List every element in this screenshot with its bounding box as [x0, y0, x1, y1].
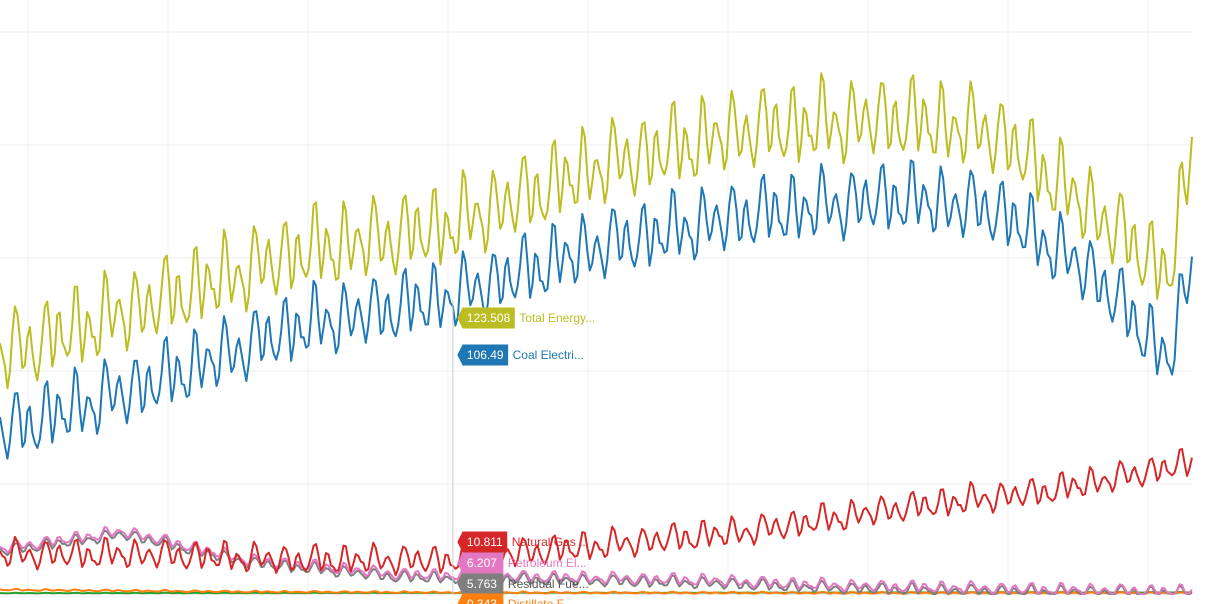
tooltip-value: 123.508 [467, 311, 511, 325]
tooltip-value: 0.343 [467, 597, 497, 604]
tooltip-label: Coal Electri... [513, 348, 584, 362]
tooltip-label: Natural Gas ... [512, 535, 589, 549]
tooltip-label: Distillate F... [508, 597, 573, 604]
series-line-natural-gas [0, 448, 1193, 577]
tooltip-natural-gas: 10.811 Natural Gas ... [457, 531, 589, 553]
series-lines [0, 72, 1193, 595]
tooltip-coal-electric: 106.49 Coal Electri... [457, 344, 584, 366]
grid-lines [0, 0, 1192, 595]
hover-tooltips: 123.508 Total Energy... 106.49 Coal Electri… [457, 307, 595, 604]
tooltip-value-box [457, 344, 509, 366]
tooltip-residual-fuel: 5.763 Residual Fue... [457, 573, 589, 595]
series-line-petroleum-electric [0, 526, 1193, 595]
tooltip-label: Residual Fue... [508, 577, 589, 591]
tooltip-value-box [457, 573, 504, 595]
tooltip-value: 106.49 [467, 348, 504, 362]
tooltip-value-box [457, 531, 508, 553]
tooltip-value: 10.811 [467, 535, 503, 549]
tooltip-value: 5.763 [467, 577, 497, 591]
tooltip-label: Total Energy... [519, 311, 595, 325]
series-line-coal-electric [0, 159, 1193, 460]
tooltip-value-box [457, 307, 515, 329]
tooltip-distillate-fuel: 0.343 Distillate F... [457, 593, 573, 604]
series-line-residual-fuel [0, 529, 1193, 595]
tooltip-value-box [457, 593, 504, 604]
tooltip-value-box [457, 552, 504, 574]
series-line-total-energy [0, 72, 1193, 390]
tooltip-petroleum-electric: 6.207 Petroleum El... [457, 552, 587, 574]
tooltip-total-energy: 123.508 Total Energy... [457, 307, 595, 329]
tooltip-value: 6.207 [467, 556, 497, 570]
tooltip-label: Petroleum El... [508, 556, 587, 570]
